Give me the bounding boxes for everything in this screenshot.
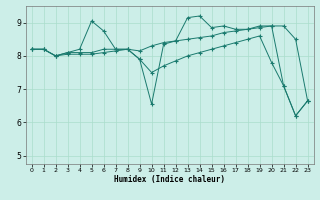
X-axis label: Humidex (Indice chaleur): Humidex (Indice chaleur)	[114, 175, 225, 184]
